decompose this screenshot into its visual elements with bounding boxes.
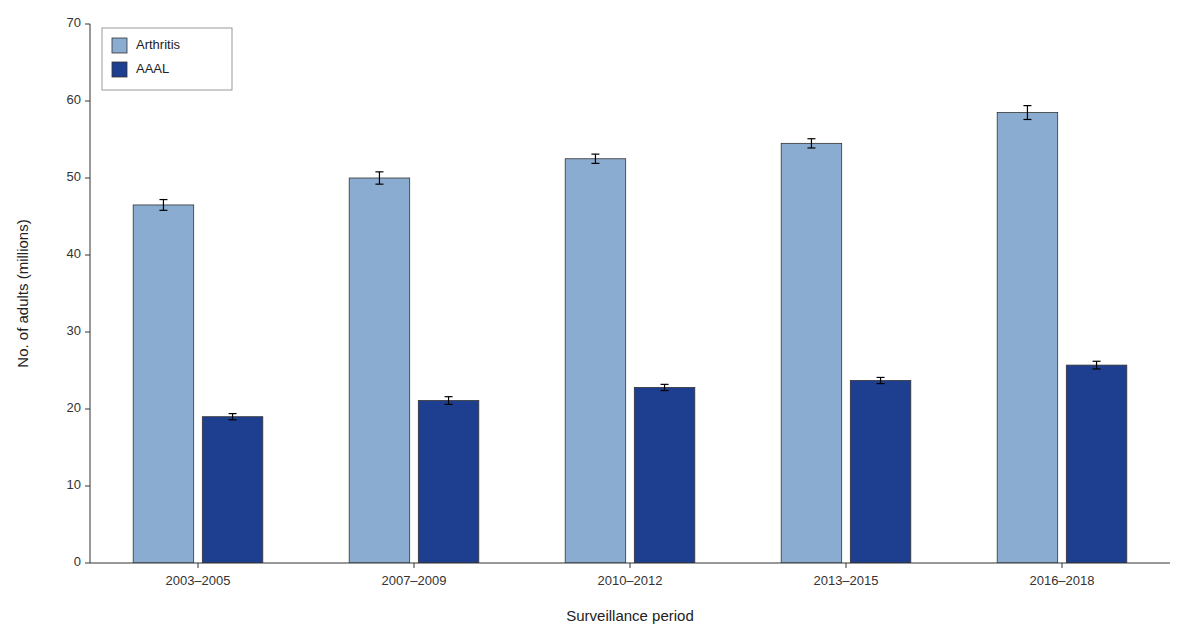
error-line <box>595 154 596 163</box>
error-line <box>664 384 665 390</box>
y-axis-line <box>90 24 91 563</box>
x-tick-label: 2003–2005 <box>165 573 230 588</box>
x-axis-label: Surveillance period <box>566 607 694 624</box>
y-tick-label: 70 <box>67 15 81 30</box>
error-bar <box>591 154 599 163</box>
error-bar <box>877 377 885 383</box>
error-cap <box>375 184 383 185</box>
y-tick <box>85 409 90 410</box>
error-cap <box>1093 361 1101 362</box>
error-cap <box>375 171 383 172</box>
chart: 0 10 20 30 40 50 60 70 2003–2005 2007–2009 2010–20… <box>0 0 1200 643</box>
error-cap <box>1093 368 1101 369</box>
error-bar <box>661 384 669 390</box>
x-tick-label: 2016–2018 <box>1029 573 1094 588</box>
legend-swatch <box>112 62 127 77</box>
error-bar <box>159 200 167 211</box>
error-bar <box>807 139 815 148</box>
bar <box>634 387 694 563</box>
error-cap <box>807 138 815 139</box>
error-bar <box>1093 361 1101 369</box>
error-bar <box>229 414 237 420</box>
error-line <box>880 377 881 383</box>
error-bar <box>445 397 453 405</box>
error-bar <box>375 172 383 184</box>
x-tick <box>846 563 847 568</box>
x-tick <box>1062 563 1063 568</box>
legend-box <box>102 28 232 90</box>
y-tick <box>85 563 90 564</box>
y-tick <box>85 101 90 102</box>
x-tick-label: 2010–2012 <box>597 573 662 588</box>
x-tick-label: 2013–2015 <box>813 573 878 588</box>
error-cap <box>1023 105 1031 106</box>
error-cap <box>159 199 167 200</box>
error-cap <box>807 147 815 148</box>
x-tick <box>630 563 631 568</box>
error-cap <box>661 390 669 391</box>
error-line <box>232 414 233 420</box>
bar <box>1066 365 1126 563</box>
y-tick-label: 30 <box>67 323 81 338</box>
bar <box>349 178 409 563</box>
error-cap <box>229 413 237 414</box>
error-cap <box>591 154 599 155</box>
y-tick <box>85 486 90 487</box>
y-axis-label: No. of adults (millions) <box>14 219 31 367</box>
bars <box>133 106 1127 563</box>
bar <box>418 401 478 563</box>
error-cap <box>229 419 237 420</box>
bar <box>997 113 1057 563</box>
y-tick-label: 50 <box>67 169 81 184</box>
error-line <box>1027 106 1028 120</box>
bar <box>565 159 625 563</box>
y-tick-label: 60 <box>67 92 81 107</box>
error-cap <box>661 384 669 385</box>
error-bar <box>1023 106 1031 120</box>
y-tick <box>85 24 90 25</box>
legend-label: AAAL <box>136 61 169 76</box>
y-tick <box>85 178 90 179</box>
error-line <box>811 139 812 148</box>
y-tick-label: 0 <box>74 554 81 569</box>
bar <box>850 381 910 563</box>
x-tick <box>414 563 415 568</box>
legend-label: Arthritis <box>136 37 181 52</box>
bar <box>202 417 262 563</box>
error-line <box>448 397 449 405</box>
error-line <box>1096 361 1097 369</box>
y-tick <box>85 332 90 333</box>
y-tick-label: 20 <box>67 400 81 415</box>
error-line <box>379 172 380 184</box>
error-cap <box>445 404 453 405</box>
error-line <box>163 200 164 211</box>
bar <box>133 205 193 563</box>
error-cap <box>877 377 885 378</box>
bar <box>781 143 841 563</box>
legend: Arthritis AAAL <box>102 28 232 90</box>
legend-swatch <box>112 38 127 53</box>
error-cap <box>1023 119 1031 120</box>
y-tick-label: 40 <box>67 246 81 261</box>
error-cap <box>159 210 167 211</box>
x-tick-label: 2007–2009 <box>381 573 446 588</box>
y-tick <box>85 255 90 256</box>
x-tick <box>198 563 199 568</box>
y-tick-label: 10 <box>67 477 81 492</box>
error-cap <box>877 383 885 384</box>
error-cap <box>445 396 453 397</box>
error-cap <box>591 163 599 164</box>
